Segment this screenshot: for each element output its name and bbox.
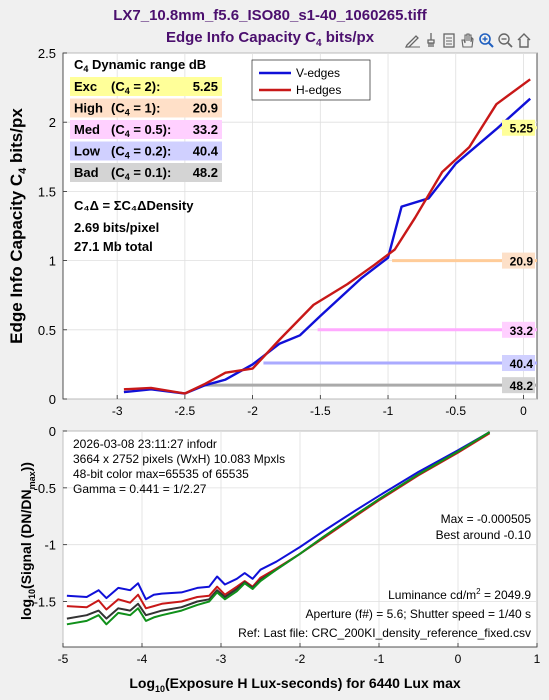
bottom-y-tick-label: 0 [49,424,56,439]
info-total: 27.1 Mb total [74,239,153,254]
brush-icon[interactable] [427,33,435,47]
axes-toolbar [404,32,531,48]
top-y-ticks: 0 0.5 1 1.5 2 2.5 [38,46,67,407]
top-y-tick-label: 0 [49,392,56,407]
top-x-tick-label: -3 [112,404,123,418]
reference-file-text: Ref: Last file: CRC_200KI_density_refere… [238,626,531,640]
home-icon[interactable] [517,33,531,48]
top-x-ticks: -3 -2.5 -2 -1.5 -1 -0.5 0 [112,395,527,418]
clipboard-icon[interactable] [443,33,455,48]
info-row-value: 33.2 [193,122,218,137]
top-x-tick-label: -1.5 [310,404,331,418]
bottom-x-tick-label: 0 [455,652,462,666]
info-row-value: 20.9 [193,101,218,116]
info-row-bg [70,141,222,161]
legend-label: H-edges [296,83,341,97]
info-row-value: 40.4 [193,144,219,159]
top-series [123,78,532,395]
zoom-in-icon[interactable] [479,33,494,48]
zoom-out-icon[interactable] [498,33,513,48]
bottom-chart: -5 -4 -3 -2 -1 0 1 -1.5 -1 -0.5 0 log10(Signal (D… [18,424,541,694]
bottom-info-line: 3664 x 2752 pixels (WxH) 10.083 Mpxls [73,452,285,466]
top-x-tick-label: 0 [520,404,527,418]
top-y-tick-label: 2 [49,115,56,130]
threshold-label: 40.4 [510,357,534,371]
top-threshold-labels: 5.25 20.9 33.2 40.4 48.2 [502,119,535,394]
bottom-x-axis-label: Log10(Exposure H Lux-seconds) for 6440 L… [129,675,461,694]
threshold-label-box [502,377,535,394]
bottom-y-axis-label: log10(Signal (DN/DNmax)) [18,462,37,620]
top-chart: -3 -2.5 -2 -1.5 -1 -0.5 0 0 0.5 1 1.5 2 2.5 5.25 20.… [7,46,538,418]
info-rows: Exc (C4 = 2): 5.25 High (C4 = 1): 20.9 Med (C4 … [70,77,222,182]
bottom-x-tick-label: -3 [216,652,227,666]
bottom-info-line: 2026-03-08 23:11:27 infodr [73,437,217,451]
best-around-text: Best around -0.10 [436,528,532,542]
bottom-y-tick-label: -0.5 [34,481,56,496]
bottom-x-ticks: -5 -4 -3 -2 -1 0 1 [58,643,541,666]
bottom-series [66,431,491,626]
info-row-bg [70,98,222,118]
series-line-green-channel [66,431,491,626]
threshold-label: 20.9 [510,255,534,269]
edit-icon[interactable] [404,32,421,48]
top-x-tick-label: -2.5 [175,404,196,418]
threshold-label: 33.2 [510,324,534,338]
info-bits-pixel: 2.69 bits/pixel [74,220,159,235]
figure-title-line1: LX7_10.8mm_f5.6_ISO80_s1-40_1060265.tiff [113,7,428,24]
top-y-axis-label: Edge Info Capacity C4 bits/px [7,108,29,344]
info-row-label: High (C4 = 1): [74,101,160,118]
bottom-x-tick-label: -4 [137,652,148,666]
top-info-block: C4 Dynamic range dB Exc (C4 = 2): 5.25 High… [70,57,222,254]
bottom-x-tick-label: -5 [58,652,69,666]
figure-title-line2: Edge Info Capacity C4 bits/px [166,29,375,49]
info-row-bg [70,163,222,182]
bottom-info-line: Gamma = 0.441 = 1/2.27 [73,482,207,496]
info-row-label: Exc (C4 = 2): [74,79,160,96]
threshold-label: 5.25 [510,122,534,136]
bottom-x-tick-label: -1 [374,652,385,666]
threshold-label: 48.2 [510,379,534,393]
info-row-bg [70,77,222,96]
info-row-value: 48.2 [193,165,218,180]
top-y-tick-label: 1 [49,254,56,269]
top-y-tick-label: 2.5 [38,46,56,61]
threshold-label-box [502,355,535,372]
info-row-value: 5.25 [193,79,218,94]
bottom-info-line: 48-bit color max=65535 of 65535 [73,467,249,481]
info-row-label: Med (C4 = 0.5): [74,122,171,139]
top-y-tick-label: 0.5 [38,323,56,338]
luminance-text: Luminance cd/m2 = 2049.9 [388,587,531,602]
top-legend: V-edges H-edges [251,59,371,101]
threshold-label-box [502,119,535,136]
series-line-h-edges [123,78,531,395]
info-formula: C₄Δ = ΣC₄ΔDensity [74,198,194,213]
info-row-bg [70,120,222,139]
bottom-y-ticks: -1.5 -1 -0.5 0 [34,424,67,610]
hand-icon[interactable] [461,33,474,48]
threshold-label-box [502,321,535,338]
info-row-label: Bad (C4 = 0.1): [74,165,171,182]
bottom-y-tick-label: -1.5 [34,595,56,610]
info-row-label: Low (C4 = 0.2): [74,144,171,161]
bottom-x-tick-label: 1 [534,652,541,666]
threshold-label-box [502,252,535,269]
series-line-blue-channel [66,431,491,601]
top-x-tick-label: -2 [247,404,258,418]
legend-label: V-edges [296,66,340,80]
bottom-y-tick-label: -1 [44,538,56,553]
aperture-shutter-text: Aperture (f#) = 5.6; Shutter speed = 1/4… [306,607,531,621]
top-x-tick-label: -0.5 [445,404,466,418]
info-heading: C4 Dynamic range dB [74,57,206,74]
bottom-x-tick-label: -2 [295,652,306,666]
top-x-tick-label: -1 [383,404,394,418]
max-text: Max = -0.000505 [441,512,532,526]
top-y-tick-label: 1.5 [38,184,56,199]
